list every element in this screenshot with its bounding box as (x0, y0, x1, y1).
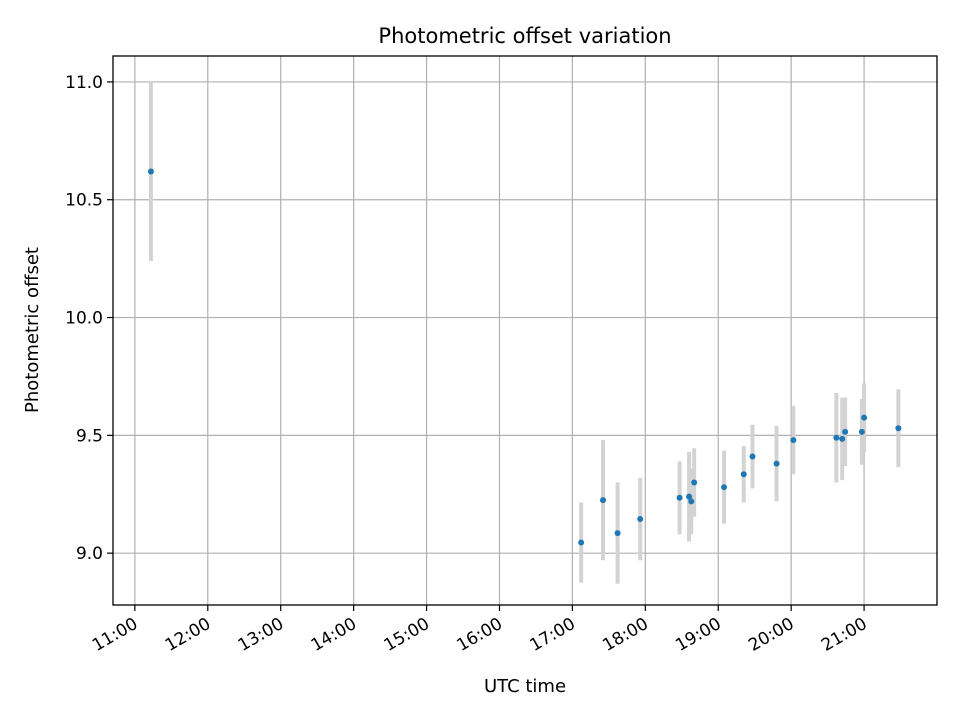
grid-layer (113, 56, 937, 605)
data-point (861, 414, 868, 421)
y-tick-label: 10.5 (65, 191, 103, 211)
y-tick-label: 11.0 (65, 73, 103, 93)
data-point (688, 498, 695, 505)
data-point (833, 434, 840, 441)
data-point (842, 428, 849, 435)
data-point (858, 428, 865, 435)
data-point (691, 479, 698, 486)
data-point (790, 437, 797, 444)
data-point (600, 497, 607, 504)
y-tick-label: 9.5 (76, 426, 103, 446)
x-axis-label: UTC time (484, 676, 566, 697)
data-point (740, 471, 747, 478)
chart-title: Photometric offset variation (378, 24, 671, 48)
data-point (895, 425, 902, 432)
data-point (749, 453, 756, 460)
data-point (637, 515, 644, 522)
plot-frame (112, 55, 938, 606)
data-point (773, 460, 780, 467)
y-axis-label: Photometric offset (22, 247, 43, 413)
y-tick-label: 10.0 (65, 309, 103, 329)
data-point (614, 530, 621, 537)
data-point (578, 539, 585, 546)
y-tick-label: 9.0 (76, 544, 103, 564)
data-point (676, 494, 683, 501)
point-layer (147, 168, 902, 546)
data-point (839, 435, 846, 442)
data-point (147, 168, 154, 175)
data-point (686, 493, 693, 500)
data-point (721, 484, 728, 491)
